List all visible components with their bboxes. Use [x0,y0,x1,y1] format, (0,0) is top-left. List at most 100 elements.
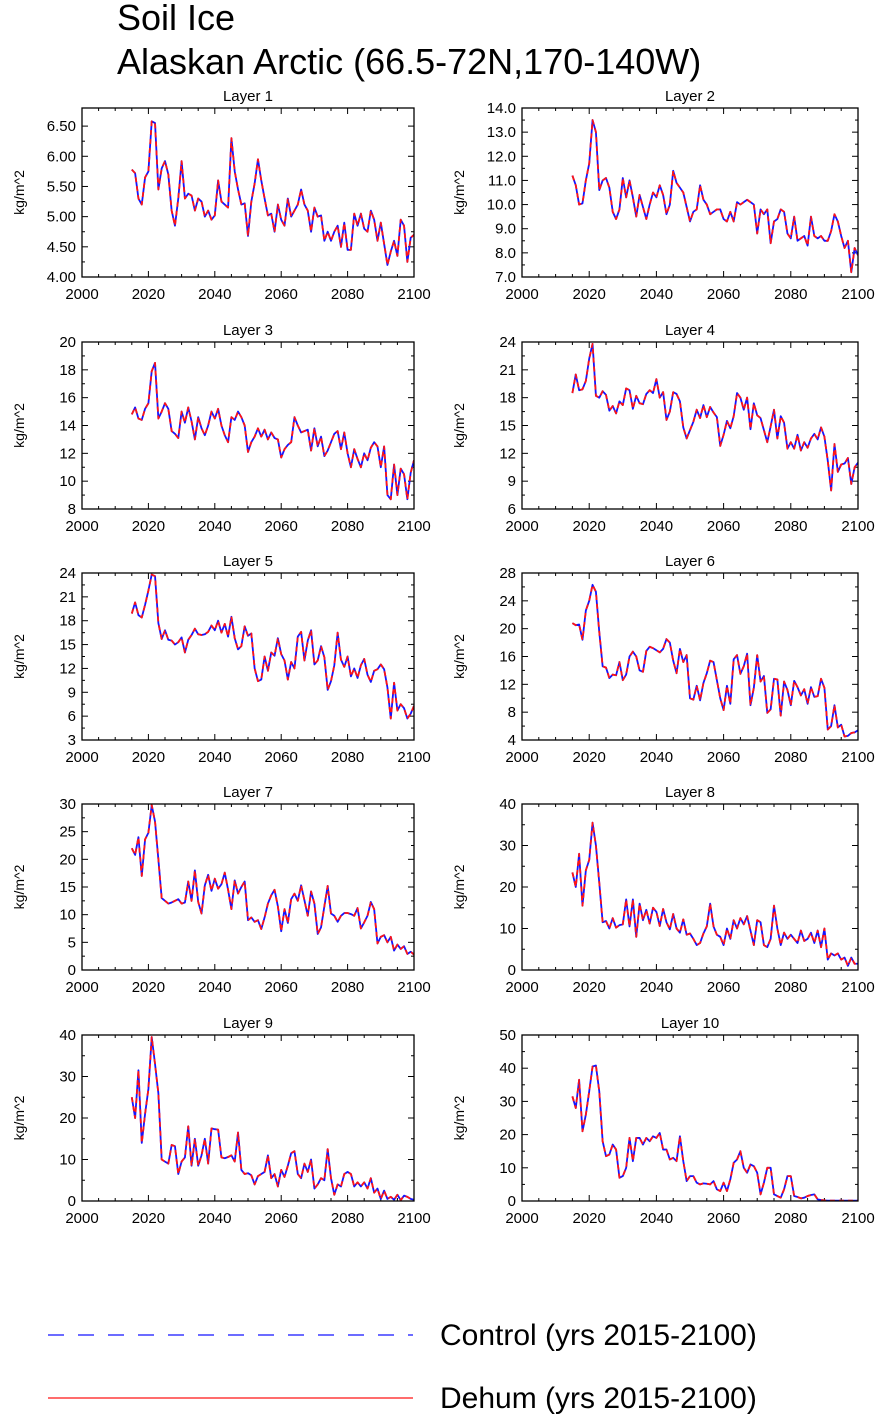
y-tick-label: 24 [499,593,516,610]
y-axis-label: kg/m^2 [11,170,27,215]
y-tick-label: 30 [499,1093,516,1110]
x-tick-label: 2060 [265,518,298,535]
y-tick-label: 15 [59,637,76,654]
chart-title: Layer 3 [223,322,273,339]
x-tick-label: 2040 [198,286,231,303]
plot-frame [81,572,415,741]
y-tick-label: 13.0 [487,124,516,141]
y-tick-label: 25 [59,824,76,841]
series-line-dehum [130,361,414,501]
x-tick-label: 2000 [505,286,538,303]
y-tick-label: 12.0 [487,148,516,165]
chart-panel-layer-2: Layer 2 kg/m^2 2000 2020 2040 2060 2080 2100 7.0… [451,88,875,303]
y-tick-label: 10 [59,473,76,490]
y-tick-label: 18 [59,613,76,630]
y-tick-label: 40 [499,796,516,813]
y-tick-label: 8 [508,704,516,721]
y-tick-label: 0 [68,1193,76,1210]
x-tick-label: 2060 [707,286,740,303]
y-tick-label: 8.0 [495,245,516,262]
y-tick-label: 4.50 [47,239,76,256]
series-line-control [130,804,414,956]
y-tick-label: 30 [59,796,76,813]
plot-frame [521,341,859,510]
x-tick-label: 2100 [841,1210,874,1227]
y-axis-label: kg/m^2 [11,864,27,909]
y-tick-label: 16 [499,649,516,666]
y-tick-label: 12 [59,445,76,462]
x-tick-label: 2020 [573,286,606,303]
y-tick-label: 30 [59,1069,76,1086]
chart-title: Layer 1 [223,88,273,105]
x-tick-label: 2000 [65,518,98,535]
x-tick-label: 2040 [198,518,231,535]
legend: Control (yrs 2015-2100) Dehum (yrs 2015-… [48,1319,757,1415]
x-tick-label: 2000 [505,979,538,996]
series-line-dehum [571,342,858,492]
x-tick-label: 2080 [331,749,364,766]
x-tick-label: 2060 [707,518,740,535]
y-tick-label: 12 [499,676,516,693]
y-tick-label: 50 [499,1027,516,1044]
x-tick-label: 2060 [265,749,298,766]
x-tick-label: 2040 [198,1210,231,1227]
x-tick-label: 2020 [132,979,165,996]
legend-dehum-label: Dehum (yrs 2015-2100) [440,1382,757,1415]
x-tick-label: 2020 [573,1210,606,1227]
plot-frame [81,341,415,510]
chart-title: Layer 8 [665,784,715,801]
y-tick-label: 18 [499,390,516,407]
x-tick-label: 2100 [397,518,430,535]
x-tick-label: 2100 [841,979,874,996]
x-tick-label: 2080 [331,286,364,303]
x-tick-label: 2000 [65,1210,98,1227]
y-tick-label: 0 [508,962,516,979]
y-tick-label: 10.0 [487,197,516,214]
plot-frame [521,107,859,278]
series-line-control [130,573,414,720]
y-tick-label: 24 [59,565,76,582]
x-tick-label: 2000 [65,286,98,303]
y-tick-label: 24 [499,334,516,351]
y-tick-label: 20 [499,621,516,638]
chart-title: Layer 10 [661,1015,719,1032]
x-tick-label: 2100 [397,1210,430,1227]
plot-frame [521,572,859,741]
series-line-dehum [131,120,414,266]
x-tick-label: 2060 [265,1210,298,1227]
x-tick-label: 2080 [331,979,364,996]
y-tick-label: 10 [499,1160,516,1177]
y-tick-label: 14.0 [487,100,516,117]
series-line-control [571,119,858,274]
x-tick-label: 2040 [640,518,673,535]
figure-title-line2: Alaskan Arctic (66.5-72N,170-140W) [117,41,701,82]
y-tick-label: 6 [508,501,516,518]
y-tick-label: 12 [499,445,516,462]
y-tick-label: 40 [499,1060,516,1077]
y-tick-label: 6.50 [47,118,76,135]
chart-title: Layer 9 [223,1015,273,1032]
y-tick-label: 14 [59,418,76,435]
y-axis-label: kg/m^2 [451,403,467,448]
y-tick-label: 9.0 [495,221,516,238]
series-line-dehum [571,1064,858,1201]
x-tick-label: 2060 [707,979,740,996]
x-tick-label: 2020 [132,1210,165,1227]
y-tick-label: 18 [59,362,76,379]
series-line-dehum [130,573,414,720]
chart-title: Layer 2 [665,88,715,105]
y-tick-label: 21 [59,589,76,606]
x-tick-label: 2020 [132,286,165,303]
x-tick-label: 2080 [774,518,807,535]
plot-frame [81,107,415,278]
y-tick-label: 21 [499,362,516,379]
x-tick-label: 2000 [65,749,98,766]
y-tick-label: 10 [59,907,76,924]
y-axis-label: kg/m^2 [451,1095,467,1140]
chart-title: Layer 6 [665,553,715,570]
